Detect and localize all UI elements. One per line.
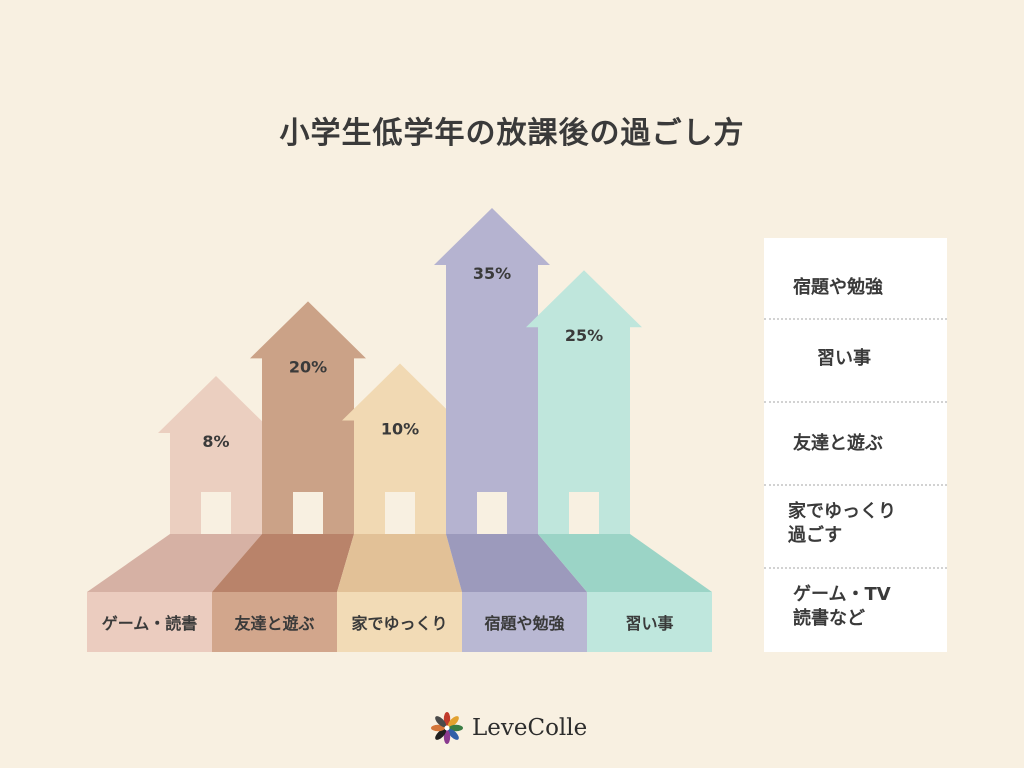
value-label: 20% [289, 357, 327, 376]
category-box [462, 592, 587, 652]
floor-segment [87, 534, 262, 592]
chart-title: 小学生低学年の放課後の過ごし方 [279, 116, 745, 151]
category-box [337, 592, 462, 652]
legend-divider [764, 484, 947, 486]
legend-item-homework: 宿題や勉強 [793, 277, 883, 298]
category-box [87, 592, 212, 652]
house-door [477, 492, 507, 534]
bar-house [342, 363, 458, 534]
value-label: 25% [565, 326, 603, 345]
legend-item-friends: 友達と遊ぶ [793, 433, 883, 454]
house-door [293, 492, 323, 534]
floor-segment [212, 534, 354, 592]
brand-name: LeveColle [472, 715, 588, 741]
floor-segment [538, 534, 712, 592]
legend-divider [764, 567, 947, 569]
legend-item-games-tv-reading: ゲーム・TV 読書など [793, 584, 891, 629]
floor-segment [337, 534, 462, 592]
value-label: 10% [381, 420, 419, 439]
bar-house [526, 270, 642, 534]
category-label: ゲーム・読書 [102, 614, 198, 633]
house-door [569, 492, 599, 534]
legend-item-relax-home: 家でゆっくり 過ごす [788, 501, 896, 546]
floor-segment [446, 534, 587, 592]
bar-house [250, 301, 366, 534]
value-label: 35% [473, 264, 511, 283]
legend-divider [764, 318, 947, 320]
legend-item-lessons: 習い事 [817, 348, 871, 369]
category-label: 友達と遊ぶ [234, 614, 314, 633]
category-box [212, 592, 337, 652]
category-label: 家でゆっくり [351, 614, 447, 633]
bar-house [158, 376, 274, 534]
brand-logo: LeveColle [430, 708, 587, 748]
category-label: 習い事 [625, 614, 673, 633]
house-door [385, 492, 415, 534]
legend-panel: 宿題や勉強 習い事 友達と遊ぶ 家でゆっくり 過ごす ゲーム・TV 読書など [764, 238, 947, 652]
bar-house [434, 208, 550, 534]
flower-logo-icon [431, 712, 463, 744]
value-label: 8% [202, 432, 229, 451]
house-door [201, 492, 231, 534]
legend-divider [764, 401, 947, 403]
category-label: 宿題や勉強 [484, 614, 564, 633]
category-box [587, 592, 712, 652]
